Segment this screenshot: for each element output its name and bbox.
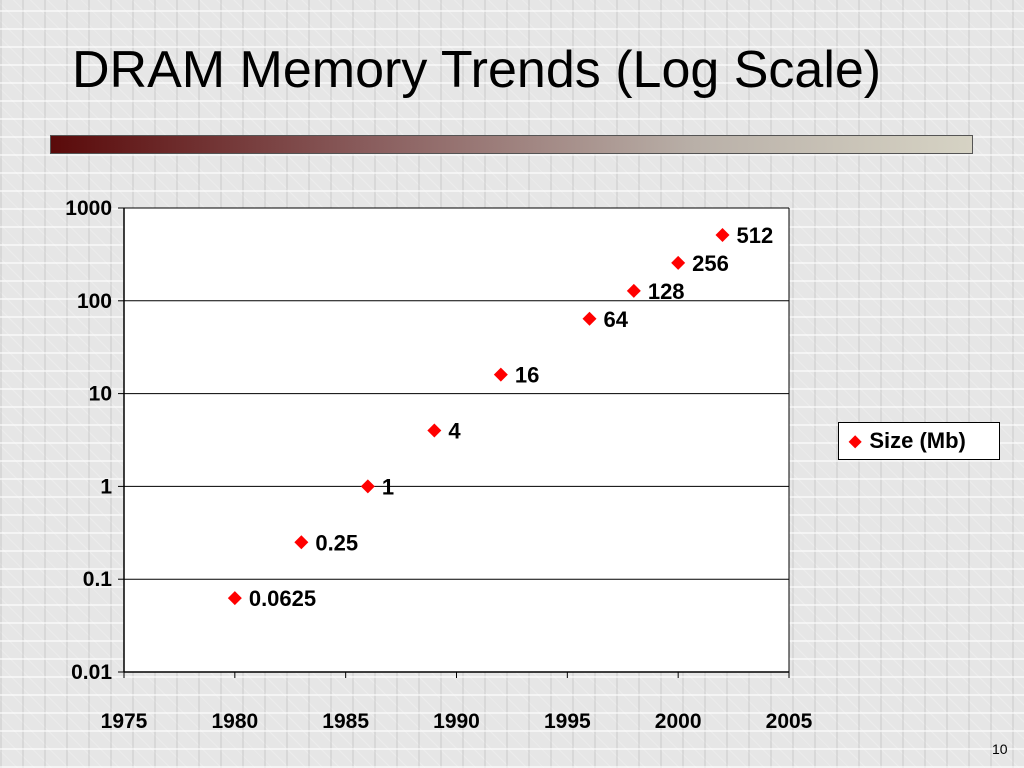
data-label: 0.25: [315, 530, 358, 555]
data-label: 512: [737, 223, 774, 248]
data-label: 128: [648, 279, 685, 304]
x-tick-label: 1975: [101, 710, 148, 733]
y-tick-label: 10: [89, 383, 112, 406]
chart-legend: ◆ Size (Mb): [838, 422, 1000, 460]
data-point-diamond: [626, 283, 641, 298]
x-tick-label: 2000: [655, 710, 702, 733]
axis-layer: [118, 207, 790, 678]
x-tick-label: 1985: [322, 710, 369, 733]
data-point-diamond: [427, 423, 442, 438]
x-tick-label: 1995: [544, 710, 591, 733]
data-point-diamond: [294, 535, 309, 550]
data-point-diamond: [715, 227, 730, 242]
y-tick-label: 1000: [65, 197, 112, 220]
x-tick-label: 1980: [211, 710, 258, 733]
data-label-layer: 0.0625 0.25 1 4 16 64 128 256 512: [249, 223, 773, 611]
legend-series-label: Size (Mb): [869, 428, 966, 453]
data-point-diamond: [671, 255, 686, 270]
x-tick-label: 2005: [766, 710, 813, 733]
data-label: 16: [515, 363, 539, 388]
legend-diamond-icon: ◆: [849, 433, 862, 450]
x-tick-label: 1990: [433, 710, 480, 733]
data-point-diamond: [582, 311, 597, 326]
data-point-diamond: [493, 367, 508, 382]
y-tick-label: 100: [77, 290, 112, 313]
slide-number: 10: [992, 741, 1008, 757]
y-tick-label: 0.01: [71, 661, 112, 684]
tick-label-layer: 0.01 0.1 1 10 100 1000 1975 1980 1985 1990 1995 200…: [65, 197, 812, 733]
point-layer: [227, 227, 730, 606]
y-tick-label: 1: [100, 475, 112, 498]
slide-title: DRAM Memory Trends (Log Scale): [72, 41, 882, 99]
data-label: 256: [692, 251, 729, 276]
data-label: 1: [382, 474, 394, 499]
data-point-diamond: [227, 591, 242, 606]
data-label: 0.0625: [249, 586, 316, 611]
y-tick-label: 0.1: [83, 568, 113, 591]
data-point-diamond: [360, 479, 375, 494]
data-label: 4: [448, 419, 461, 444]
data-label: 64: [604, 307, 629, 332]
title-accent-bar: [50, 135, 973, 154]
